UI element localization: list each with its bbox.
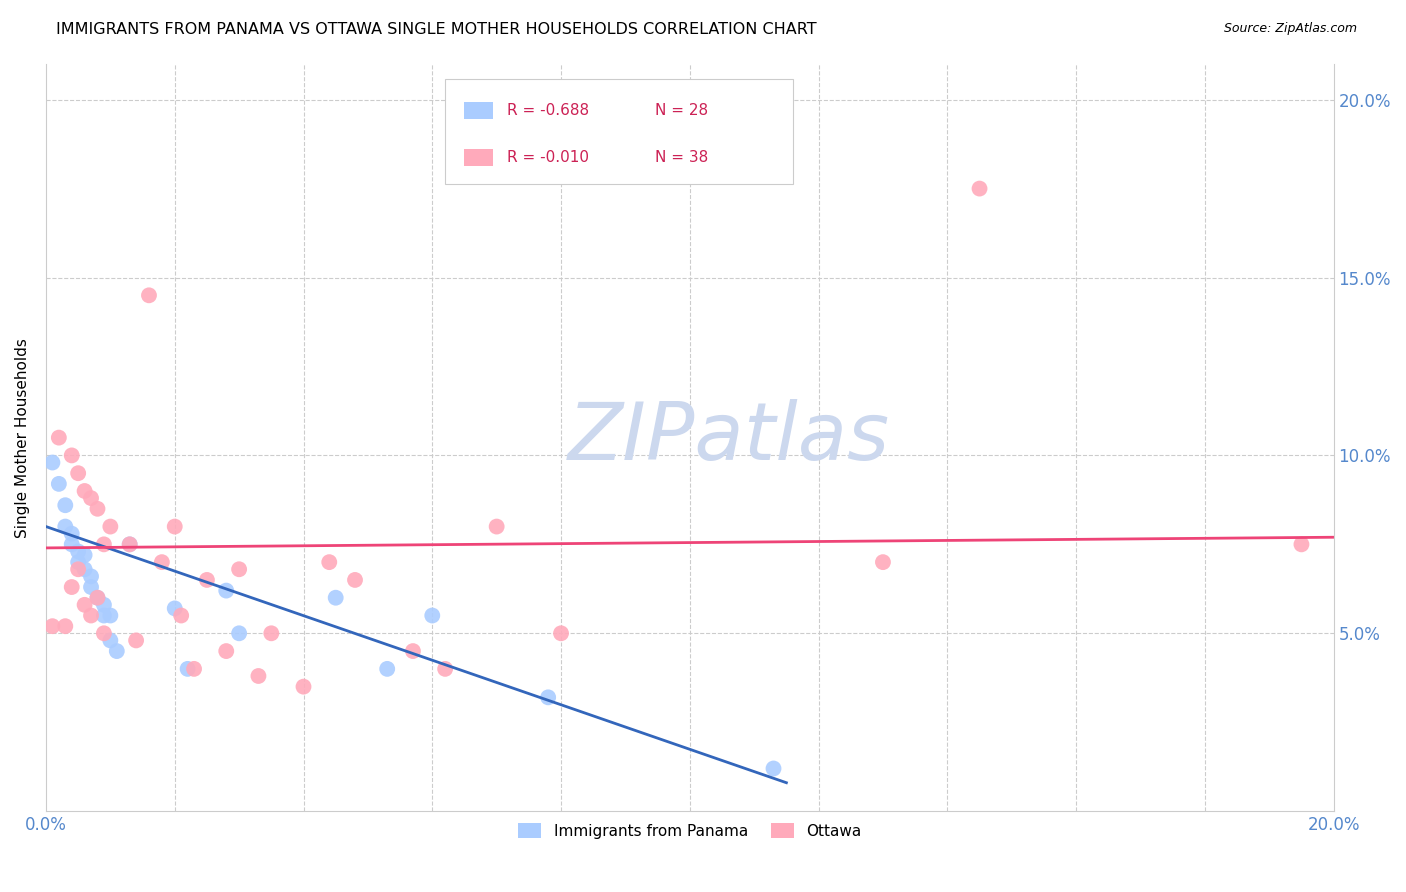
Text: R = -0.688: R = -0.688 [508,103,589,118]
Text: N = 28: N = 28 [655,103,709,118]
Text: R = -0.010: R = -0.010 [508,150,589,165]
Y-axis label: Single Mother Households: Single Mother Households [15,338,30,538]
Point [53,498,76,512]
Point [86,591,108,605]
Point [260,626,283,640]
Point [176,662,198,676]
Point [48,431,70,445]
Point [93,537,115,551]
Point [247,669,270,683]
Point [762,762,785,776]
Point [163,519,186,533]
Point [150,555,173,569]
Point [41,456,63,470]
Point [550,626,572,640]
Point [215,644,238,658]
Point [292,680,315,694]
Text: ZIPatlas: ZIPatlas [568,399,890,476]
Text: N = 38: N = 38 [655,150,709,165]
Point [969,181,991,195]
Point [86,501,108,516]
Point [872,555,894,569]
Text: IMMIGRANTS FROM PANAMA VS OTTAWA SINGLE MOTHER HOUSEHOLDS CORRELATION CHART: IMMIGRANTS FROM PANAMA VS OTTAWA SINGLE … [56,22,817,37]
Point [228,562,250,576]
Point [41,619,63,633]
Point [60,580,83,594]
Point [325,591,347,605]
Point [67,544,90,558]
Point [228,626,250,640]
Point [138,288,160,302]
Point [195,573,218,587]
FancyBboxPatch shape [446,79,793,184]
Point [98,519,121,533]
Point [170,608,193,623]
Point [434,662,457,676]
Point [48,476,70,491]
Point [80,580,103,594]
Point [73,483,96,498]
Point [93,598,115,612]
Point [53,519,76,533]
Point [73,562,96,576]
Point [98,608,121,623]
Point [53,619,76,633]
Point [73,548,96,562]
Point [485,519,508,533]
Point [420,608,443,623]
Point [343,573,366,587]
Text: Source: ZipAtlas.com: Source: ZipAtlas.com [1223,22,1357,36]
Point [318,555,340,569]
Point [93,608,115,623]
Point [98,633,121,648]
FancyBboxPatch shape [464,149,492,166]
Point [80,569,103,583]
Legend: Immigrants from Panama, Ottawa: Immigrants from Panama, Ottawa [512,816,868,845]
Point [125,633,148,648]
Point [402,644,425,658]
Point [67,466,90,480]
Point [67,555,90,569]
Point [73,598,96,612]
Point [1291,537,1313,551]
Point [118,537,141,551]
Point [60,537,83,551]
Point [537,690,560,705]
Point [67,562,90,576]
Point [375,662,398,676]
Point [105,644,128,658]
Point [93,626,115,640]
Point [215,583,238,598]
FancyBboxPatch shape [464,103,492,119]
Point [86,591,108,605]
Point [80,491,103,505]
Point [163,601,186,615]
Point [118,537,141,551]
Point [80,608,103,623]
Point [60,526,83,541]
Point [60,449,83,463]
Point [183,662,205,676]
